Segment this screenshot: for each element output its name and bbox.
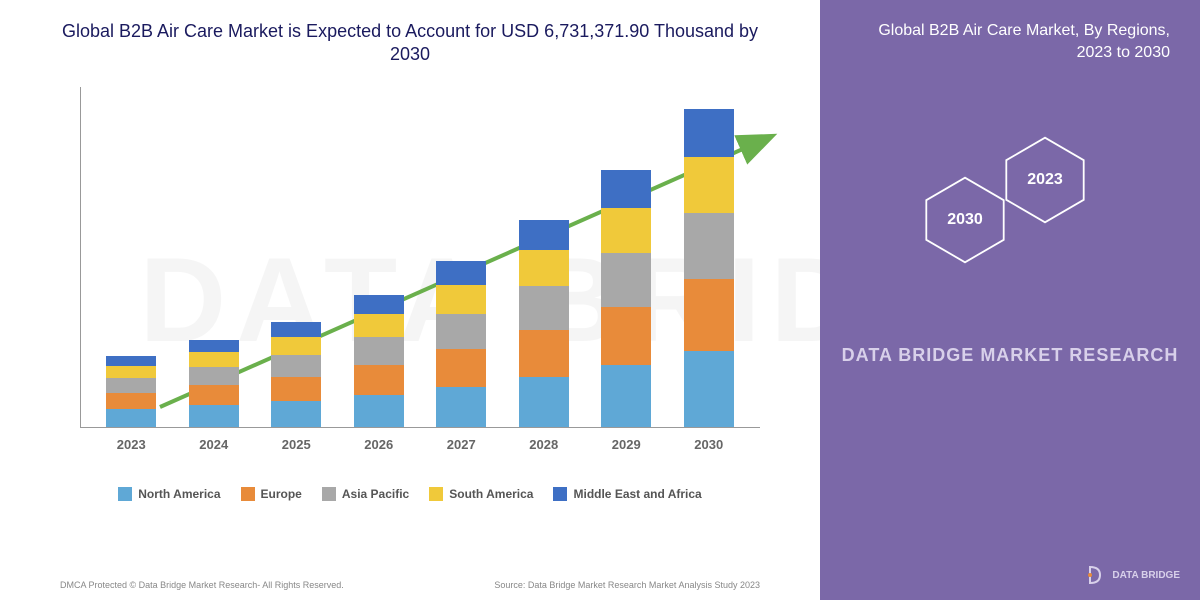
bar-group: 2029 <box>596 170 656 427</box>
logo-corner: DATA BRIDGE <box>1086 565 1180 585</box>
right-panel-title: Global B2B Air Care Market, By Regions, … <box>820 0 1200 85</box>
bar-segment <box>519 286 569 330</box>
brand-text: DATA BRIDGE MARKET RESEARCH <box>820 345 1200 366</box>
legend-label: South America <box>449 487 533 501</box>
bar-segment <box>684 279 734 351</box>
bar-segment <box>601 170 651 208</box>
bar-segment <box>189 367 239 385</box>
bar-segment <box>601 253 651 307</box>
chart-legend: North America Europe Asia Pacific South Ame… <box>0 477 820 511</box>
bar-segment <box>271 377 321 401</box>
bar-segment <box>271 401 321 427</box>
bar-segment <box>189 352 239 367</box>
bar-segment <box>354 295 404 314</box>
bar-group: 2024 <box>184 340 244 427</box>
bar-stack <box>436 261 486 427</box>
bar-segment <box>436 349 486 387</box>
bar-segment <box>436 314 486 349</box>
bar-stack <box>189 340 239 427</box>
bar-segment <box>519 330 569 377</box>
bar-segment <box>189 385 239 405</box>
legend-item: Middle East and Africa <box>553 487 701 501</box>
bar-segment <box>354 395 404 427</box>
hex-2023-label: 2023 <box>1027 171 1063 189</box>
right-panel: Global B2B Air Care Market, By Regions, … <box>820 0 1200 600</box>
footer-copyright: DMCA Protected © Data Bridge Market Rese… <box>60 580 344 590</box>
bar-stack <box>519 220 569 427</box>
bar-segment <box>519 250 569 286</box>
bar-segment <box>106 378 156 393</box>
bar-segment <box>106 356 156 366</box>
bar-x-label: 2025 <box>266 437 326 452</box>
bar-segment <box>354 337 404 365</box>
chart-title: Global B2B Air Care Market is Expected t… <box>0 0 820 77</box>
legend-item: Asia Pacific <box>322 487 409 501</box>
bar-segment <box>684 157 734 213</box>
bar-stack <box>601 170 651 427</box>
bar-segment <box>106 409 156 427</box>
bar-group: 2025 <box>266 322 326 427</box>
legend-label: Middle East and Africa <box>573 487 701 501</box>
legend-swatch <box>322 487 336 501</box>
bar-segment <box>519 220 569 250</box>
bar-stack <box>684 109 734 427</box>
legend-swatch <box>553 487 567 501</box>
bar-segment <box>436 387 486 427</box>
bar-group: 2026 <box>349 295 409 427</box>
bars-container: 2023 2024 2025 2026 2027 2028 2029 2030 <box>80 87 760 427</box>
bar-segment <box>189 340 239 352</box>
bar-stack <box>354 295 404 427</box>
bar-segment <box>436 261 486 285</box>
bar-x-label: 2029 <box>596 437 656 452</box>
bar-x-label: 2028 <box>514 437 574 452</box>
chart-area: 2023 2024 2025 2026 2027 2028 2029 2030 <box>80 87 760 467</box>
bar-segment <box>189 405 239 427</box>
bar-x-label: 2026 <box>349 437 409 452</box>
bar-segment <box>436 285 486 314</box>
bar-segment <box>106 366 156 378</box>
bar-segment <box>601 208 651 253</box>
hex-2023: 2023 <box>1000 135 1090 225</box>
bar-segment <box>684 213 734 279</box>
chart-panel: Global B2B Air Care Market is Expected t… <box>0 0 820 600</box>
hex-2030-label: 2030 <box>947 211 983 229</box>
bar-segment <box>271 337 321 355</box>
legend-swatch <box>118 487 132 501</box>
x-axis <box>80 427 760 428</box>
bar-stack <box>106 356 156 427</box>
bar-group: 2030 <box>679 109 739 427</box>
bar-group: 2023 <box>101 356 161 427</box>
bar-segment <box>684 109 734 157</box>
bar-x-label: 2024 <box>184 437 244 452</box>
bar-segment <box>354 365 404 395</box>
bar-segment <box>106 393 156 409</box>
legend-label: Asia Pacific <box>342 487 409 501</box>
legend-swatch <box>241 487 255 501</box>
bar-segment <box>271 322 321 337</box>
legend-swatch <box>429 487 443 501</box>
legend-item: Europe <box>241 487 302 501</box>
bar-x-label: 2027 <box>431 437 491 452</box>
legend-label: Europe <box>261 487 302 501</box>
logo-icon <box>1086 565 1106 585</box>
bar-segment <box>271 355 321 377</box>
bar-segment <box>519 377 569 427</box>
bar-stack <box>271 322 321 427</box>
footer: DMCA Protected © Data Bridge Market Rese… <box>0 580 820 590</box>
bar-group: 2027 <box>431 261 491 427</box>
bar-segment <box>354 314 404 337</box>
legend-item: South America <box>429 487 533 501</box>
bar-x-label: 2030 <box>679 437 739 452</box>
bar-segment <box>601 365 651 427</box>
bar-group: 2028 <box>514 220 574 427</box>
logo-text: DATA BRIDGE <box>1112 570 1180 581</box>
legend-label: North America <box>138 487 220 501</box>
bar-segment <box>601 307 651 365</box>
bar-x-label: 2023 <box>101 437 161 452</box>
footer-source: Source: Data Bridge Market Research Mark… <box>494 580 760 590</box>
legend-item: North America <box>118 487 220 501</box>
hex-2030: 2030 <box>920 175 1010 265</box>
bar-segment <box>684 351 734 427</box>
hexagon-graphic: 2030 2023 <box>910 125 1110 285</box>
